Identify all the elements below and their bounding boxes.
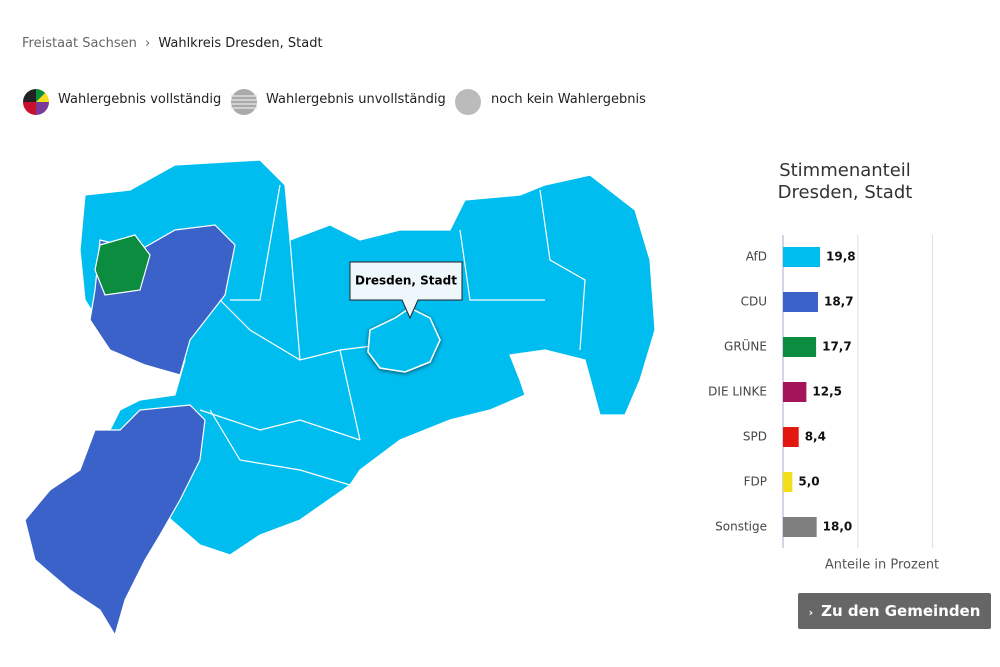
breadcrumb-current: Wahlkreis Dresden, Stadt [158, 36, 323, 51]
category-label: CDU [741, 295, 767, 309]
value-label: 5,0 [798, 475, 819, 489]
incomplete-icon [231, 89, 257, 115]
bar [783, 427, 799, 447]
value-label: 8,4 [805, 430, 826, 444]
bar [783, 472, 793, 492]
button-label[interactable]: Zu den Gemeinden [821, 602, 981, 620]
tooltip-text: Dresden, Stadt [355, 274, 457, 288]
category-label: DIE LINKE [708, 385, 767, 399]
category-label: FDP [744, 475, 767, 489]
tooltip-box [349, 261, 463, 320]
value-label: 17,7 [822, 340, 852, 354]
breadcrumb-link[interactable]: Freistaat Sachsen [22, 36, 137, 51]
chart: AfD 19,8 CDU 18,7 GRÜNE 17,7 DIE LINKE 12,5 SPD 8… [708, 235, 939, 573]
region[interactable] [24, 404, 206, 637]
legend-item: noch kein Wahlergebnis [491, 92, 646, 107]
value-label: 18,7 [824, 295, 854, 309]
category-label: AfD [746, 250, 767, 264]
category-label: GRÜNE [724, 338, 767, 354]
breadcrumb: Freistaat Sachsen › Wahlkreis Dresden, S… [22, 36, 323, 51]
map: Dresden, Stadt [24, 159, 656, 637]
value-label: 18,0 [823, 520, 853, 534]
category-label: SPD [743, 430, 767, 444]
bar [783, 517, 817, 537]
bar [783, 247, 821, 267]
region-selected[interactable] [367, 307, 441, 373]
bar [783, 382, 807, 402]
legend-item: Wahlergebnis vollständig [58, 92, 222, 107]
chart-title: Stimmenanteil Dresden, Stadt [777, 160, 913, 203]
value-label: 12,5 [812, 385, 842, 399]
bar [783, 292, 818, 312]
legend-icons [23, 89, 481, 115]
legend-item: Wahlergebnis unvollständig [266, 92, 446, 107]
category-label: Sonstige [715, 520, 767, 534]
complete-icon [23, 89, 49, 115]
value-label: 19,8 [826, 250, 856, 264]
region[interactable] [94, 234, 151, 296]
button[interactable]: › Zu den Gemeinden [798, 593, 991, 629]
bar [783, 337, 817, 357]
none-icon [455, 89, 481, 115]
x-axis-label: Anteile in Prozent [825, 558, 939, 573]
